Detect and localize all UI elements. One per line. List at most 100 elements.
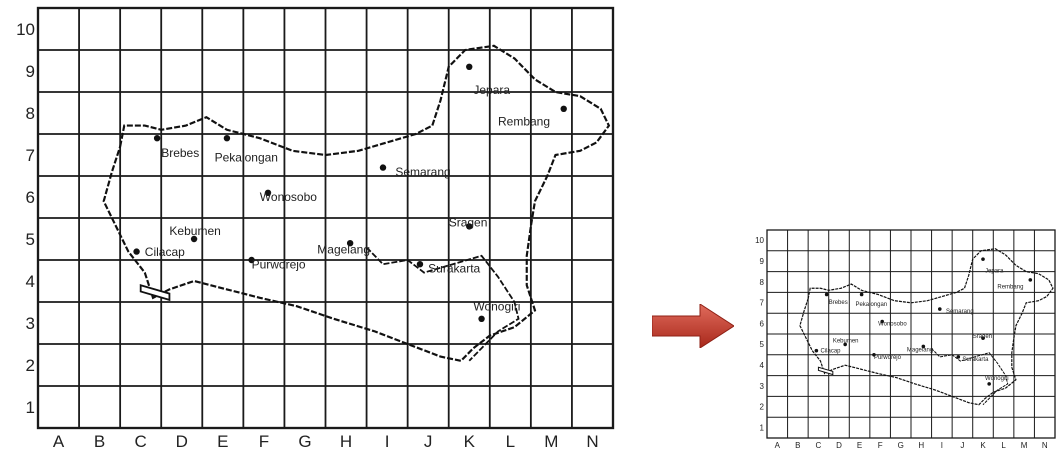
city-dot [153,135,161,142]
city-label: Brebes [161,146,199,160]
column-label: C [816,441,822,450]
city-dot [843,342,847,347]
city-dot [379,164,387,171]
column-label: A [775,441,781,450]
city-label: Purworejo [874,355,902,361]
city-dot [248,256,255,264]
column-label: L [1001,441,1006,450]
small-grid-map: A B C D E F G H I J K L M N 1 2 3 4 5 6 7 8 9 10 Brebes Pekalonga… [755,229,1056,450]
city-label: Cilacap [820,349,841,355]
city-label: Surakarta [428,262,480,276]
row-label: 8 [760,278,765,287]
column-label: B [795,441,800,450]
city-label: Kebumen [833,338,859,344]
regional-border [931,348,1009,406]
column-label: B [94,432,105,451]
column-label: N [1042,441,1048,450]
row-label: 3 [26,314,35,333]
city-dot [223,135,231,142]
row-label: 5 [26,230,35,249]
city-dot [478,315,485,322]
row-label: 1 [760,423,765,432]
city-dot [981,257,985,261]
column-label: D [176,432,188,451]
column-label: H [340,432,352,451]
row-label: 7 [760,299,765,308]
column-label: C [135,432,147,451]
column-label: K [464,432,476,451]
city-dot [190,235,198,243]
nusakambangan-island [817,366,834,376]
city-label: Pekalongan [855,302,887,308]
city-label: Semarang [395,165,450,179]
city-dot [872,353,876,357]
city-dot [814,348,819,353]
column-label: J [960,441,964,450]
column-label: J [424,432,433,451]
column-label: K [980,441,986,450]
column-label: I [385,432,390,451]
row-label: 7 [26,146,35,165]
row-label: 2 [760,403,765,412]
column-label: F [878,441,883,450]
city-label: Jepara [473,83,510,97]
column-label: A [53,432,65,451]
city-label: Surakarta [962,357,989,363]
row-label: 6 [760,319,765,328]
city-label: Semarang [946,309,974,315]
city-dot [466,223,473,230]
city-dot [987,382,991,386]
city-dot [133,248,140,255]
row-label: 2 [26,356,35,375]
city-label: Wonogiri [473,299,520,313]
large-map-panel: A B C D E F G H I J K L M N 1 2 3 4 5 6 7 8 9 10 Brebes Pekalonga… [16,6,615,451]
city-label: Rembang [997,284,1023,290]
regional-border [365,246,520,362]
row-label: 4 [760,361,765,370]
column-label: I [941,441,943,450]
small-map-panel: A B C D E F G H I J K L M N 1 2 3 4 5 6 7 8 9 10 Brebes Pekalonga… [745,228,1058,453]
city-label: Sragen [449,215,488,229]
column-label: L [506,432,515,451]
column-label: M [544,432,558,451]
nusakambangan-island [139,283,171,302]
city-dot [956,355,961,359]
row-label: 9 [26,62,35,81]
city-label: Rembang [498,115,550,129]
city-label: Jepara [985,269,1004,275]
city-dot [859,292,864,297]
city-label: Pekalongan [215,150,278,164]
column-label: E [857,441,862,450]
city-dot [416,261,424,268]
column-label: E [217,432,228,451]
row-label: 9 [760,257,765,266]
row-label: 10 [16,20,35,39]
city-dot [824,292,829,297]
city-dot [938,307,942,311]
city-label: Brebes [829,300,848,306]
city-dot [560,105,567,113]
city-label: Wonosobo [878,322,907,328]
column-label: N [586,432,598,451]
city-dot [880,319,884,324]
column-label: D [836,441,842,450]
city-label: Kebumen [169,224,220,238]
row-label: 3 [760,382,765,391]
city-dot [346,240,354,247]
city-dot [264,189,272,196]
city-label: Wonogiri [985,376,1009,382]
column-label: F [259,432,269,451]
city-dot [981,336,985,340]
province-outline [102,44,611,362]
column-label: G [898,441,904,450]
city-label: Wonosobo [260,190,317,204]
large-grid-map: A B C D E F G H I J K L M N 1 2 3 4 5 6 7 8 9 10 Brebes Pekalonga… [16,6,615,451]
row-label: 8 [26,104,35,123]
city-label: Purworejo [252,257,306,271]
row-label: 6 [26,188,35,207]
city-label: Sragen [973,334,992,340]
city-dot [1028,278,1033,282]
column-label: M [1021,441,1028,450]
city-dot [921,344,926,349]
city-dot [466,63,473,70]
